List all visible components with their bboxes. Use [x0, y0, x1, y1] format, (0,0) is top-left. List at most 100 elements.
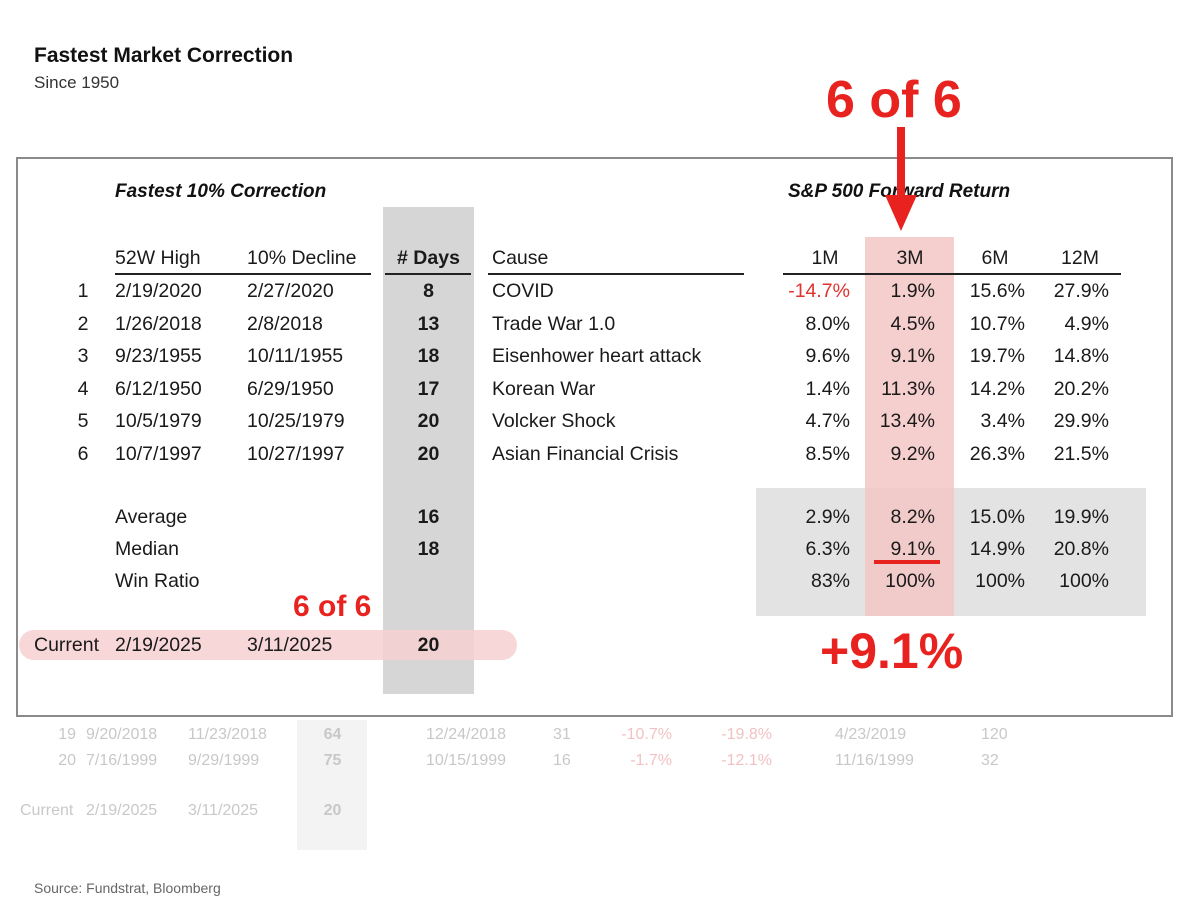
chart-subtitle: Since 1950	[34, 73, 120, 92]
days-column-band	[383, 207, 474, 694]
header-1m: 1M	[811, 247, 839, 269]
summary-return-1m: 6.3%	[805, 538, 850, 560]
row-cause: COVID	[492, 280, 554, 302]
median-3m-underline	[874, 560, 940, 564]
ghost-pct1: -1.7%	[630, 752, 672, 769]
row-10pct-decline: 6/29/1950	[247, 378, 334, 400]
row-10pct-decline: 10/11/1955	[247, 345, 344, 367]
row-52w-high: 2/19/2020	[115, 280, 202, 302]
current-days: 20	[417, 634, 440, 656]
callout-arrow-icon	[885, 195, 917, 231]
row-return-12m: 27.9%	[1053, 280, 1109, 302]
summary-return-12m: 20.8%	[1053, 538, 1109, 560]
row-return-1m: 8.5%	[805, 443, 850, 465]
section-heading-correction: Fastest 10% Correction	[115, 181, 327, 202]
row-10pct-decline: 2/27/2020	[247, 280, 334, 302]
row-return-12m: 4.9%	[1064, 313, 1109, 335]
ghost-pct2: -12.1%	[721, 752, 772, 769]
ghost-days: 64	[323, 726, 342, 743]
ghost-decline: 9/29/1999	[188, 752, 260, 769]
current-10pct-decline: 3/11/2025	[247, 634, 333, 656]
row-return-12m: 14.8%	[1053, 345, 1109, 367]
ghost-days-band	[297, 720, 367, 850]
header-rule-dates	[115, 273, 371, 275]
ghost-n2: 32	[981, 752, 999, 769]
row-return-1m: 1.4%	[805, 378, 850, 400]
header-rule-days	[385, 273, 471, 275]
row-return-12m: 21.5%	[1053, 443, 1109, 465]
row-days: 17	[417, 378, 440, 400]
row-cause: Volcker Shock	[492, 410, 616, 432]
ghost-date2: 10/15/1999	[426, 752, 507, 769]
summary-return-12m: 19.9%	[1053, 506, 1109, 528]
row-10pct-decline: 10/27/1997	[247, 443, 345, 465]
ghost-current-label: Current	[20, 802, 74, 819]
source-note: Source: Fundstrat, Bloomberg	[34, 880, 221, 896]
summary-return-3m: 9.1%	[890, 538, 935, 560]
summary-return-3m: 100%	[885, 570, 935, 592]
summary-label: Average	[115, 506, 188, 528]
row-52w-high: 10/7/1997	[115, 443, 202, 465]
summary-return-1m: 83%	[810, 570, 850, 592]
row-return-3m: 13.4%	[879, 410, 935, 432]
summary-days: 18	[417, 538, 440, 560]
ghost-current-days: 20	[323, 802, 342, 819]
summary-return-6m: 100%	[975, 570, 1025, 592]
row-cause: Korean War	[492, 378, 596, 400]
row-cause: Eisenhower heart attack	[492, 345, 702, 367]
row-return-6m: 10.7%	[969, 313, 1025, 335]
ghost-current-decline: 3/11/2025	[188, 802, 258, 819]
row-cause: Trade War 1.0	[492, 313, 616, 335]
callout-arrow-shaft	[897, 127, 905, 197]
ghost-pct1: -10.7%	[621, 726, 672, 743]
ghost-high: 7/16/1999	[86, 752, 158, 769]
row-return-3m: 9.2%	[890, 443, 935, 465]
ghost-rank: 19	[58, 726, 76, 743]
row-return-6m: 26.3%	[969, 443, 1025, 465]
row-rank: 2	[77, 313, 89, 335]
row-days: 18	[417, 345, 440, 367]
row-10pct-decline: 2/8/2018	[247, 313, 323, 335]
row-days: 13	[417, 313, 440, 335]
row-return-3m: 1.9%	[890, 280, 935, 302]
ghost-current-high: 2/19/2025	[86, 802, 158, 819]
row-return-3m: 9.1%	[890, 345, 935, 367]
ghost-pct2: -19.8%	[721, 726, 772, 743]
row-return-1m: 8.0%	[805, 313, 850, 335]
row-days: 20	[417, 410, 440, 432]
ghost-date3: 4/23/2019	[835, 726, 907, 743]
row-cause: Asian Financial Crisis	[492, 443, 679, 465]
ghost-date2: 12/24/2018	[426, 726, 507, 743]
row-rank: 5	[77, 410, 89, 432]
row-return-3m: 11.3%	[881, 378, 935, 400]
3m-column-highlight	[865, 237, 954, 616]
ghost-n1: 16	[553, 752, 571, 769]
row-return-6m: 19.7%	[969, 345, 1025, 367]
ghost-date3: 11/16/1999	[835, 752, 914, 769]
chart-title: Fastest Market Correction	[34, 44, 294, 67]
row-days: 8	[423, 280, 434, 302]
header-rule-cause	[488, 273, 744, 275]
summary-return-3m: 8.2%	[890, 506, 935, 528]
header-rule-returns	[783, 273, 1121, 275]
ghost-n2: 120	[981, 726, 1008, 743]
row-rank: 4	[77, 378, 89, 400]
summary-return-1m: 2.9%	[805, 506, 850, 528]
row-52w-high: 6/12/1950	[115, 378, 202, 400]
row-rank: 6	[77, 443, 89, 465]
current-label: Current	[34, 634, 100, 656]
header-days: # Days	[397, 247, 460, 269]
row-return-1m: 9.6%	[805, 345, 850, 367]
ghost-decline: 11/23/2018	[188, 726, 267, 743]
header-3m: 3M	[896, 247, 924, 269]
callout-top-6-of-6: 6 of 6	[826, 71, 962, 129]
callout-plus-9-1: +9.1%	[820, 623, 964, 679]
header-10pct-decline: 10% Decline	[247, 247, 357, 269]
row-return-3m: 4.5%	[890, 313, 935, 335]
current-52w-high: 2/19/2025	[115, 634, 202, 656]
ghost-n1: 31	[553, 726, 571, 743]
summary-days: 16	[417, 506, 440, 528]
summary-return-6m: 15.0%	[969, 506, 1025, 528]
ghost-rank: 20	[58, 752, 76, 769]
summary-return-6m: 14.9%	[969, 538, 1025, 560]
